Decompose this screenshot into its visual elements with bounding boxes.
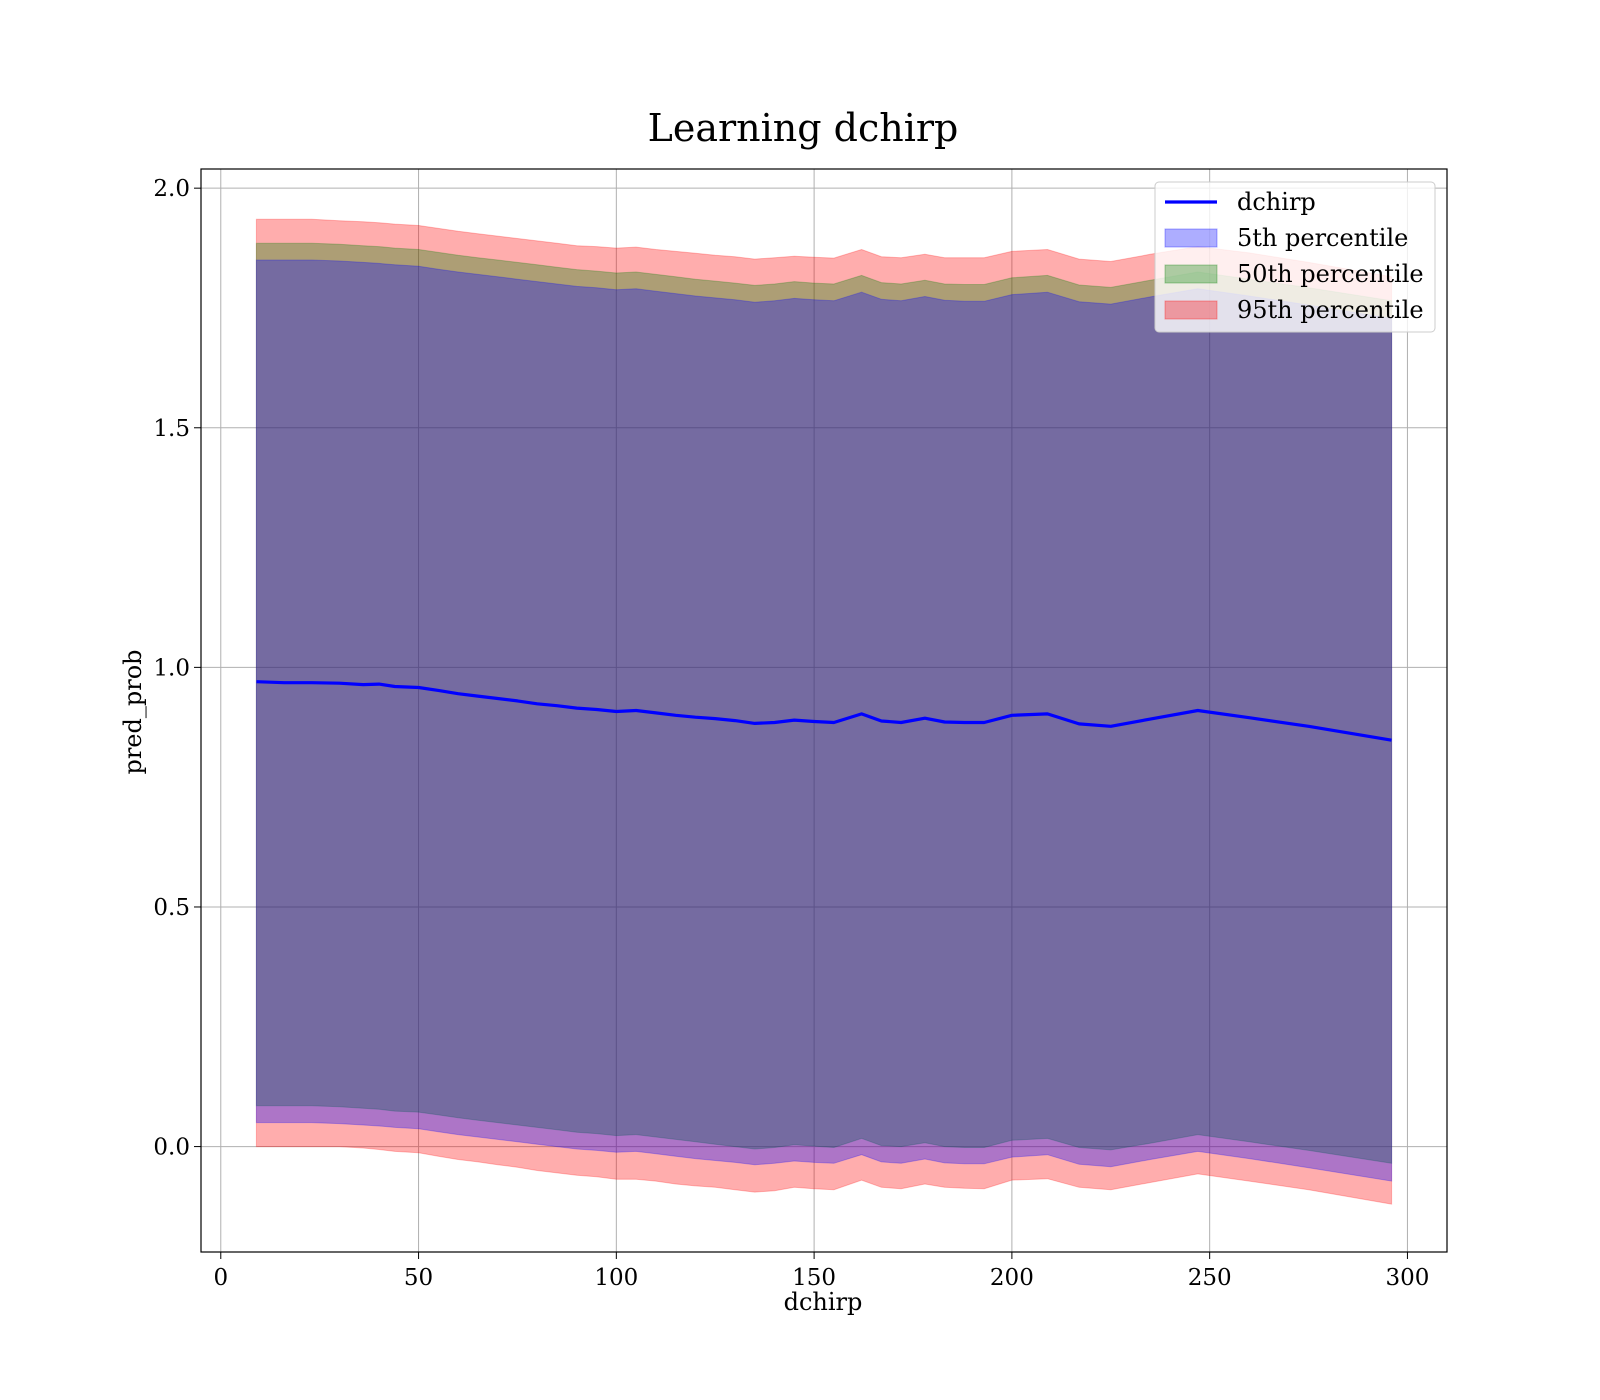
x-tick-label: 50 [404, 1265, 433, 1291]
legend-swatch-95th-percentile [1164, 300, 1218, 320]
x-tick-label: 200 [990, 1265, 1034, 1291]
y-tick-label: 0.0 [153, 1135, 190, 1161]
chart-title: Learning dchirp [648, 106, 959, 150]
x-axis-label: dchirp [784, 1288, 863, 1316]
legend: dchirp 5th percentile 50th percentile 95th … [1154, 181, 1436, 333]
band-50th-percentile [255, 242, 1393, 1164]
plot-area [200, 168, 1448, 1253]
legend-box [1154, 181, 1436, 333]
percentile-bands [255, 218, 1393, 1205]
series-line-dchirp [256, 680, 1392, 742]
legend-label-dchirp: dchirp [1237, 188, 1316, 216]
series-lines [256, 680, 1392, 742]
y-axis-label: pred_prob [119, 649, 147, 774]
legend-label-95th-percentile: 95th percentile [1237, 296, 1424, 324]
y-tick-label: 1.0 [153, 655, 190, 681]
legend-swatch-5th-percentile [1164, 228, 1218, 248]
x-tick-label: 0 [213, 1265, 228, 1291]
y-tick-label: 0.5 [153, 895, 190, 921]
y-tick-label: 2.0 [153, 176, 190, 202]
legend-label-50th-percentile: 50th percentile [1237, 260, 1424, 288]
x-tick-label: 300 [1385, 1265, 1429, 1291]
legend-label-5th-percentile: 5th percentile [1237, 224, 1408, 252]
x-tick-label: 100 [594, 1265, 638, 1291]
x-tick-label: 250 [1188, 1265, 1232, 1291]
x-tick-label: 150 [792, 1265, 836, 1291]
legend-swatch-50th-percentile [1164, 264, 1218, 284]
y-tick-label: 1.5 [153, 416, 190, 442]
axis-ticks: 0 50 100 150 200 250 300 0.0 0.5 1.0 1.5 2.0 [153, 176, 1429, 1291]
plot-frame [200, 168, 1448, 1253]
band-95th-percentile [255, 218, 1393, 1205]
